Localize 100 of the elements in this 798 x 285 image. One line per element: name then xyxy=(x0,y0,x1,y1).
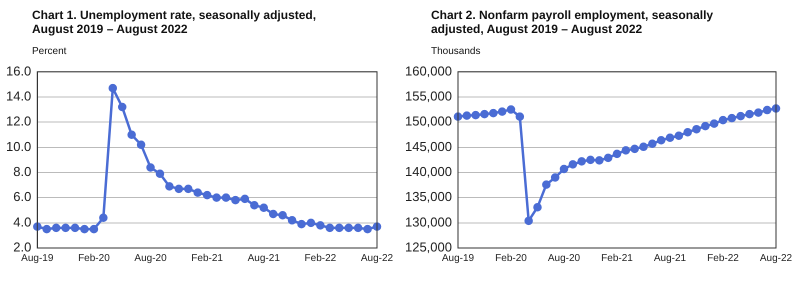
x-tick-label: Feb-20 xyxy=(495,252,528,264)
point xyxy=(174,184,184,194)
point xyxy=(240,194,250,204)
point xyxy=(306,218,316,228)
point xyxy=(754,108,763,117)
point xyxy=(471,110,480,120)
point xyxy=(278,211,287,220)
y-tick-label: 12.0 xyxy=(6,114,32,129)
point xyxy=(193,188,202,197)
point xyxy=(630,144,639,154)
point xyxy=(648,140,657,148)
chart-title: Chart 1. Unemployment rate, seasonally adjusted, August 2019 – August 2022 xyxy=(32,8,318,36)
y-tick-label: 145,000 xyxy=(404,138,452,154)
point xyxy=(108,84,118,92)
point xyxy=(42,224,51,234)
point xyxy=(736,112,745,120)
point xyxy=(136,140,146,150)
point xyxy=(61,224,70,232)
point xyxy=(480,110,489,118)
point xyxy=(33,222,42,231)
point xyxy=(506,105,516,114)
point xyxy=(718,116,728,124)
point xyxy=(674,131,684,140)
point xyxy=(595,156,604,165)
point xyxy=(533,202,542,212)
y-tick-label: 10.0 xyxy=(6,138,32,154)
point xyxy=(99,214,108,222)
point xyxy=(316,221,325,230)
point xyxy=(550,173,560,182)
y-axis-title: Thousands xyxy=(431,46,480,57)
point xyxy=(745,110,754,118)
point xyxy=(146,163,155,172)
point xyxy=(762,106,772,114)
point xyxy=(202,190,212,200)
point xyxy=(165,182,174,191)
point xyxy=(354,224,362,232)
y-tick-label: 14.0 xyxy=(6,88,32,104)
y-tick-label: 125,000 xyxy=(404,240,452,255)
point xyxy=(288,216,296,225)
x-tick-label: Aug-20 xyxy=(548,252,581,264)
y-tick-label: 160,000 xyxy=(404,63,452,78)
y-tick-label: 16.0 xyxy=(6,63,32,78)
x-tick-label: Feb-21 xyxy=(191,252,224,264)
point xyxy=(622,146,630,155)
x-tick-label: Aug-22 xyxy=(760,252,793,264)
x-tick-label: Aug-22 xyxy=(360,252,394,264)
point xyxy=(612,150,622,158)
y-tick-label: 4.0 xyxy=(13,214,32,230)
point xyxy=(70,224,80,232)
point xyxy=(524,216,533,226)
y-tick-label: 130,000 xyxy=(404,214,452,230)
point xyxy=(728,114,736,122)
chart-title: Chart 2. Nonfarm payroll employment, seasonally adjusted, August 2019 – August 2022 xyxy=(431,8,714,36)
x-tick-label: Aug-20 xyxy=(134,252,168,264)
point xyxy=(498,107,506,116)
x-tick-label: Feb-22 xyxy=(707,252,740,264)
y-tick-label: 150,000 xyxy=(404,114,452,129)
point xyxy=(363,224,372,234)
point xyxy=(231,196,240,204)
point xyxy=(372,222,382,231)
point xyxy=(118,102,126,112)
x-tick-label: Aug-19 xyxy=(442,252,475,264)
y-axis-title: Percent xyxy=(32,46,66,57)
y-tick-label: 8.0 xyxy=(13,164,32,180)
point xyxy=(666,134,674,142)
point xyxy=(710,119,718,128)
x-tick-label: Aug-21 xyxy=(654,252,687,264)
point xyxy=(297,220,306,228)
point xyxy=(577,157,586,166)
point xyxy=(268,210,278,218)
point xyxy=(701,122,710,130)
point xyxy=(184,184,193,194)
point xyxy=(52,224,60,232)
point xyxy=(542,180,551,189)
point xyxy=(344,224,353,232)
y-tick-label: 2.0 xyxy=(13,240,32,255)
point xyxy=(639,142,648,152)
x-tick-label: Aug-21 xyxy=(248,252,280,264)
point xyxy=(222,193,230,202)
point xyxy=(489,108,498,118)
point xyxy=(260,203,268,212)
point xyxy=(568,160,578,169)
point xyxy=(462,111,472,120)
point xyxy=(156,169,164,178)
y-tick-label: 6.0 xyxy=(13,189,32,204)
x-tick-label: Feb-22 xyxy=(304,252,337,264)
point xyxy=(335,224,344,232)
y-tick-label: 135,000 xyxy=(404,189,452,204)
point xyxy=(656,136,666,145)
y-tick-label: 140,000 xyxy=(404,164,452,180)
point xyxy=(212,193,221,202)
point xyxy=(692,124,701,134)
point xyxy=(604,154,612,162)
point xyxy=(586,156,595,164)
y-tick-label: 155,000 xyxy=(404,88,452,104)
point xyxy=(560,164,568,174)
x-tick-label: Aug-19 xyxy=(21,252,54,264)
point xyxy=(683,128,692,136)
point xyxy=(90,224,98,234)
point xyxy=(80,224,89,234)
